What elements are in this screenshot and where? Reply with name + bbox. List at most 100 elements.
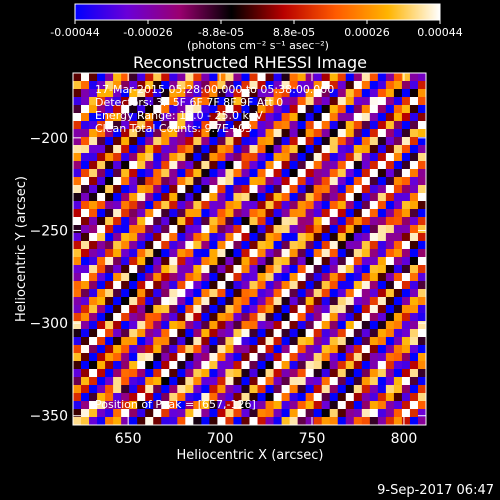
heatmap-cell (409, 233, 419, 242)
heatmap-cell (257, 129, 267, 138)
heatmap-cell (89, 105, 98, 114)
heatmap-cell (393, 161, 403, 170)
heatmap-cell (329, 273, 339, 282)
heatmap-cell (161, 369, 170, 378)
heatmap-cell (297, 329, 307, 338)
heatmap-cell (89, 329, 98, 338)
heatmap-cell (145, 297, 154, 306)
heatmap-cell (369, 153, 379, 162)
heatmap-cell (305, 233, 315, 242)
heatmap-cell (97, 369, 106, 378)
heatmap-cell (201, 201, 210, 210)
heatmap-cell (81, 265, 90, 274)
heatmap-cell (241, 337, 251, 346)
heatmap-cell (313, 289, 323, 298)
heatmap-cell (81, 385, 90, 394)
heatmap-cell (89, 185, 98, 194)
heatmap-cell (177, 257, 186, 266)
heatmap-cell (129, 257, 138, 266)
heatmap-cell (121, 105, 130, 114)
heatmap-cell (129, 137, 138, 146)
heatmap-cell (265, 201, 275, 210)
heatmap-cell (233, 129, 243, 138)
heatmap-cell (209, 161, 219, 170)
heatmap-cell (161, 401, 170, 410)
heatmap-cell (81, 153, 90, 162)
heatmap-cell (185, 249, 194, 258)
heatmap-cell (89, 201, 98, 210)
heatmap-cell (273, 393, 283, 402)
heatmap-cell (321, 81, 331, 90)
heatmap-cell (185, 81, 194, 90)
heatmap-cell (161, 113, 170, 122)
heatmap-cell (305, 97, 315, 106)
heatmap-cell (89, 73, 98, 82)
heatmap-cell (313, 329, 323, 338)
heatmap-cell (233, 153, 243, 162)
heatmap-cell (113, 345, 122, 354)
heatmap-cell (265, 217, 275, 226)
heatmap-cell (353, 145, 363, 154)
heatmap-cell (209, 257, 219, 266)
heatmap-cell (289, 329, 299, 338)
heatmap-cell (321, 161, 331, 170)
heatmap-cell (409, 393, 419, 402)
heatmap-cell (177, 345, 186, 354)
heatmap-cell (241, 353, 251, 362)
heatmap-cell (177, 321, 186, 330)
heatmap-cell (97, 129, 106, 138)
heatmap-cell (177, 73, 186, 82)
heatmap-cell (289, 129, 299, 138)
heatmap-cell (169, 249, 178, 258)
heatmap-cell (153, 185, 162, 194)
heatmap-cell (233, 225, 243, 234)
heatmap-cell (353, 337, 363, 346)
heatmap-cell (273, 225, 283, 234)
heatmap-cell (289, 289, 299, 298)
heatmap-cell (265, 361, 275, 370)
heatmap-cell (73, 121, 82, 130)
heatmap-cell (417, 145, 426, 154)
heatmap-cell (137, 241, 146, 250)
heatmap-cell (193, 177, 202, 186)
heatmap-cell (369, 409, 379, 418)
heatmap-cell (249, 257, 259, 266)
heatmap-cell (321, 137, 331, 146)
heatmap-cell (201, 153, 210, 162)
heatmap-cell (385, 105, 395, 114)
heatmap-cell (89, 233, 98, 242)
heatmap-cell (145, 177, 154, 186)
heatmap-cell (209, 401, 219, 410)
heatmap-cell (209, 185, 219, 194)
heatmap-cell (113, 233, 122, 242)
heatmap-cell (193, 241, 202, 250)
heatmap-cell (345, 353, 355, 362)
heatmap-cell (361, 217, 371, 226)
heatmap-cell (289, 169, 299, 178)
heatmap-cell (393, 169, 403, 178)
heatmap-cell (345, 177, 355, 186)
heatmap-cell (321, 273, 331, 282)
heatmap-cell (161, 249, 170, 258)
heatmap-cell (225, 353, 235, 362)
heatmap-cell (209, 105, 219, 114)
heatmap-cell (257, 145, 267, 154)
heatmap-cell (217, 217, 227, 226)
heatmap-cell (289, 209, 299, 218)
heatmap-cell (329, 257, 339, 266)
heatmap-cell (89, 153, 98, 162)
heatmap-cell (121, 401, 130, 410)
heatmap-cell (409, 225, 419, 234)
heatmap-cell (297, 89, 307, 98)
heatmap-cell (417, 249, 426, 258)
heatmap-cell (369, 281, 379, 290)
heatmap-cell (193, 121, 202, 130)
heatmap-cell (401, 249, 411, 258)
heatmap-cell (217, 89, 227, 98)
heatmap-cell (169, 297, 178, 306)
heatmap-cell (193, 345, 202, 354)
heatmap-cell (409, 305, 419, 314)
heatmap-cell (169, 169, 178, 178)
heatmap-cell (97, 393, 106, 402)
heatmap-cell (417, 257, 426, 266)
